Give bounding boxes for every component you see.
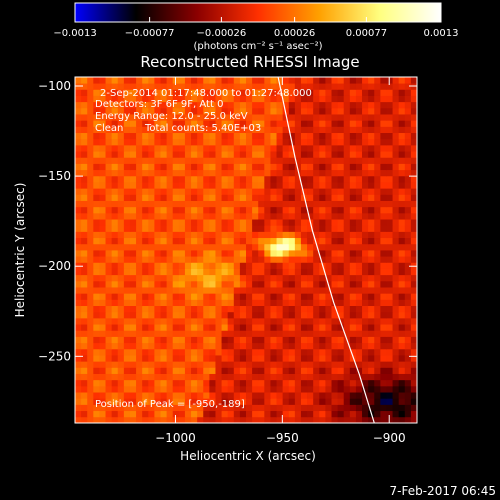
y-axis: −250 −200 −150 −100 xyxy=(38,79,417,363)
plot-frame xyxy=(74,76,418,424)
solar-limb-curve xyxy=(277,77,375,423)
x-axis-label: Heliocentric X (arcsec) xyxy=(180,449,316,463)
y-tick-label: −100 xyxy=(38,79,71,93)
colorbar-ticks: −0.0013 −0.00077 −0.00026 0.00026 0.00077 0.0… xyxy=(53,17,459,39)
annotation-detectors: Detectors: 3F 6F 9F, Att 0 xyxy=(95,99,223,110)
chart-title: Reconstructed RHESSI Image xyxy=(140,53,359,71)
y-tick-label: −150 xyxy=(38,169,71,183)
colorbar-tick-label: −0.00077 xyxy=(125,28,175,39)
colorbar-tick-label: 0.00077 xyxy=(346,28,387,39)
annotation-peak-position: Position of Peak = [-950,-189] xyxy=(95,399,245,410)
y-tick-label: −200 xyxy=(38,259,71,273)
colorbar-tick-label: −0.00026 xyxy=(197,28,247,39)
x-tick-label: −900 xyxy=(373,431,406,445)
footer-date: 7-Feb-2017 06:45 xyxy=(390,484,496,498)
colorbar: −0.0013 −0.00077 −0.00026 0.00026 0.00077 0.0… xyxy=(53,2,459,52)
annotation-time-range: 2-Sep-2014 01:17:48.000 to 01:27:48.000 xyxy=(100,88,312,99)
heatmap-cells xyxy=(75,77,417,423)
y-axis-label: Heliocentric Y (arcsec) xyxy=(13,183,27,318)
colorbar-tick-label: 0.0013 xyxy=(424,28,459,39)
annotation-energy: Energy Range: 12.0 - 25.0 keV xyxy=(95,111,248,122)
annotation-method: Clean xyxy=(95,123,123,134)
plot-area xyxy=(75,77,417,423)
colorbar-gradient xyxy=(74,2,442,23)
colorbar-unit-label: (photons cm⁻² s⁻¹ asec⁻²) xyxy=(193,41,322,52)
annotation-block: 2-Sep-2014 01:17:48.000 to 01:27:48.000 … xyxy=(95,88,312,410)
y-tick-label: −250 xyxy=(38,349,71,363)
colorbar-tick-label: −0.0013 xyxy=(53,28,96,39)
x-axis: −1000 −950 −900 xyxy=(155,77,406,445)
x-tick-label: −950 xyxy=(266,431,299,445)
x-tick-label: −1000 xyxy=(155,431,196,445)
annotation-counts: Total counts: 5.40E+03 xyxy=(144,123,261,134)
colorbar-tick-label: 0.00026 xyxy=(274,28,315,39)
